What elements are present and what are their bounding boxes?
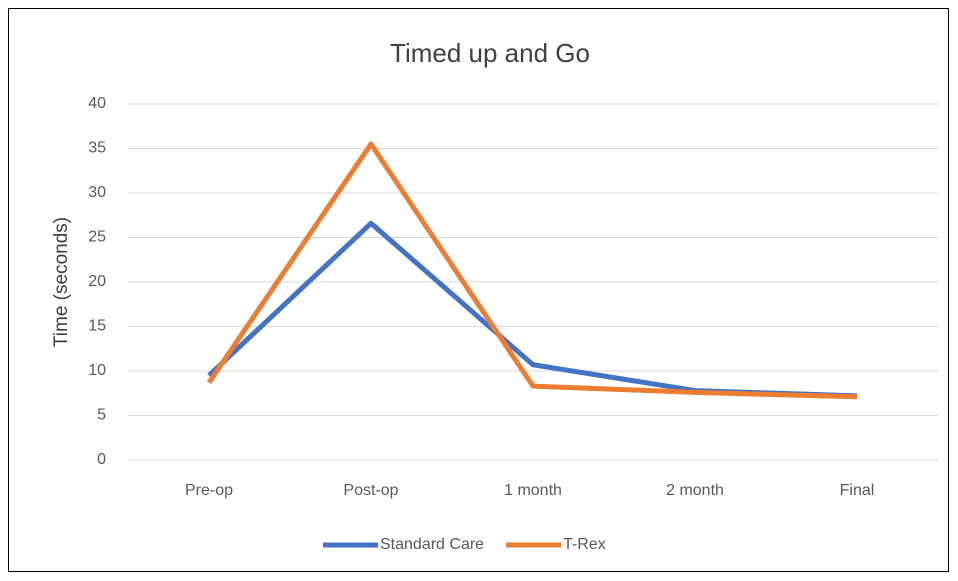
y-tick-label: 0 [97, 451, 106, 468]
x-tick-label: Post-op [343, 482, 398, 499]
x-tick-label: Pre-op [185, 482, 233, 499]
y-axis-title: Time (seconds) [51, 217, 72, 347]
y-tick-label: 30 [88, 184, 106, 201]
y-tick-label: 25 [88, 229, 106, 246]
y-tick-label: 5 [97, 407, 106, 424]
legend-label: T-Rex [563, 536, 606, 553]
y-tick-label: 35 [88, 140, 106, 157]
y-tick-label: 20 [88, 273, 106, 290]
y-tick-label: 40 [88, 95, 106, 112]
x-tick-label: 1 month [504, 482, 562, 499]
chart-border [8, 8, 949, 572]
series-line [206, 141, 858, 400]
chart-title: Timed up and Go [390, 38, 590, 68]
y-tick-label: 15 [88, 318, 106, 335]
y-tick-label: 10 [88, 362, 106, 379]
x-tick-label: 2 month [666, 482, 724, 499]
x-tick-label: Final [840, 482, 875, 499]
legend-label: Standard Care [380, 536, 484, 553]
